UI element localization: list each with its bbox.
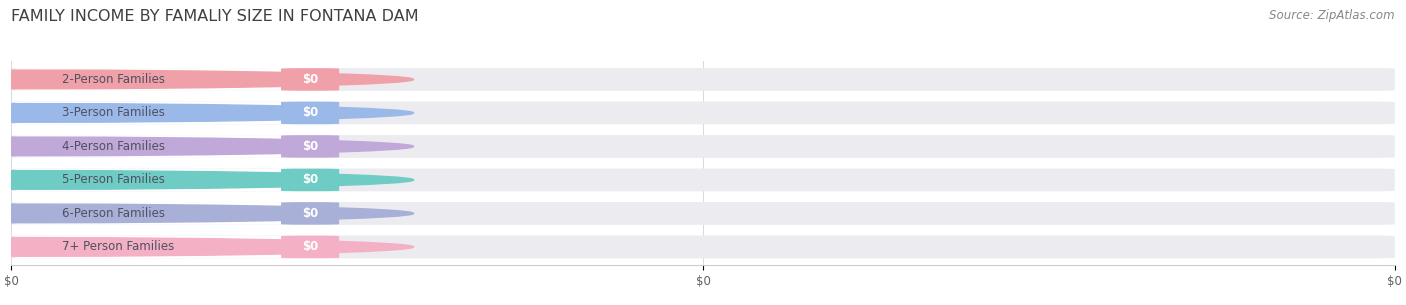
FancyBboxPatch shape (281, 236, 339, 258)
Circle shape (0, 238, 413, 256)
Circle shape (0, 137, 413, 156)
FancyBboxPatch shape (281, 202, 339, 225)
Text: $0: $0 (302, 140, 318, 153)
FancyBboxPatch shape (15, 202, 336, 225)
Circle shape (0, 170, 413, 189)
Text: 7+ Person Families: 7+ Person Families (62, 240, 174, 253)
FancyBboxPatch shape (11, 235, 1395, 258)
FancyBboxPatch shape (11, 169, 1395, 191)
FancyBboxPatch shape (15, 169, 336, 191)
FancyBboxPatch shape (15, 135, 336, 158)
FancyBboxPatch shape (281, 68, 339, 91)
Text: $0: $0 (302, 207, 318, 220)
FancyBboxPatch shape (281, 169, 339, 191)
Text: $0: $0 (302, 73, 318, 86)
Text: FAMILY INCOME BY FAMALIY SIZE IN FONTANA DAM: FAMILY INCOME BY FAMALIY SIZE IN FONTANA… (11, 9, 419, 24)
FancyBboxPatch shape (281, 102, 339, 124)
FancyBboxPatch shape (15, 236, 336, 258)
Text: $0: $0 (302, 174, 318, 186)
Text: 6-Person Families: 6-Person Families (62, 207, 166, 220)
FancyBboxPatch shape (11, 135, 1395, 158)
Circle shape (0, 204, 413, 223)
FancyBboxPatch shape (11, 102, 1395, 124)
FancyBboxPatch shape (11, 68, 1395, 91)
Text: 5-Person Families: 5-Person Families (62, 174, 166, 186)
Text: $0: $0 (302, 240, 318, 253)
Circle shape (0, 70, 413, 89)
Text: 2-Person Families: 2-Person Families (62, 73, 166, 86)
Text: 3-Person Families: 3-Person Families (62, 106, 166, 120)
FancyBboxPatch shape (281, 135, 339, 158)
Text: Source: ZipAtlas.com: Source: ZipAtlas.com (1270, 9, 1395, 22)
FancyBboxPatch shape (11, 202, 1395, 225)
Text: 4-Person Families: 4-Person Families (62, 140, 166, 153)
FancyBboxPatch shape (15, 68, 336, 91)
Text: $0: $0 (302, 106, 318, 120)
Circle shape (0, 104, 413, 122)
FancyBboxPatch shape (15, 102, 336, 124)
